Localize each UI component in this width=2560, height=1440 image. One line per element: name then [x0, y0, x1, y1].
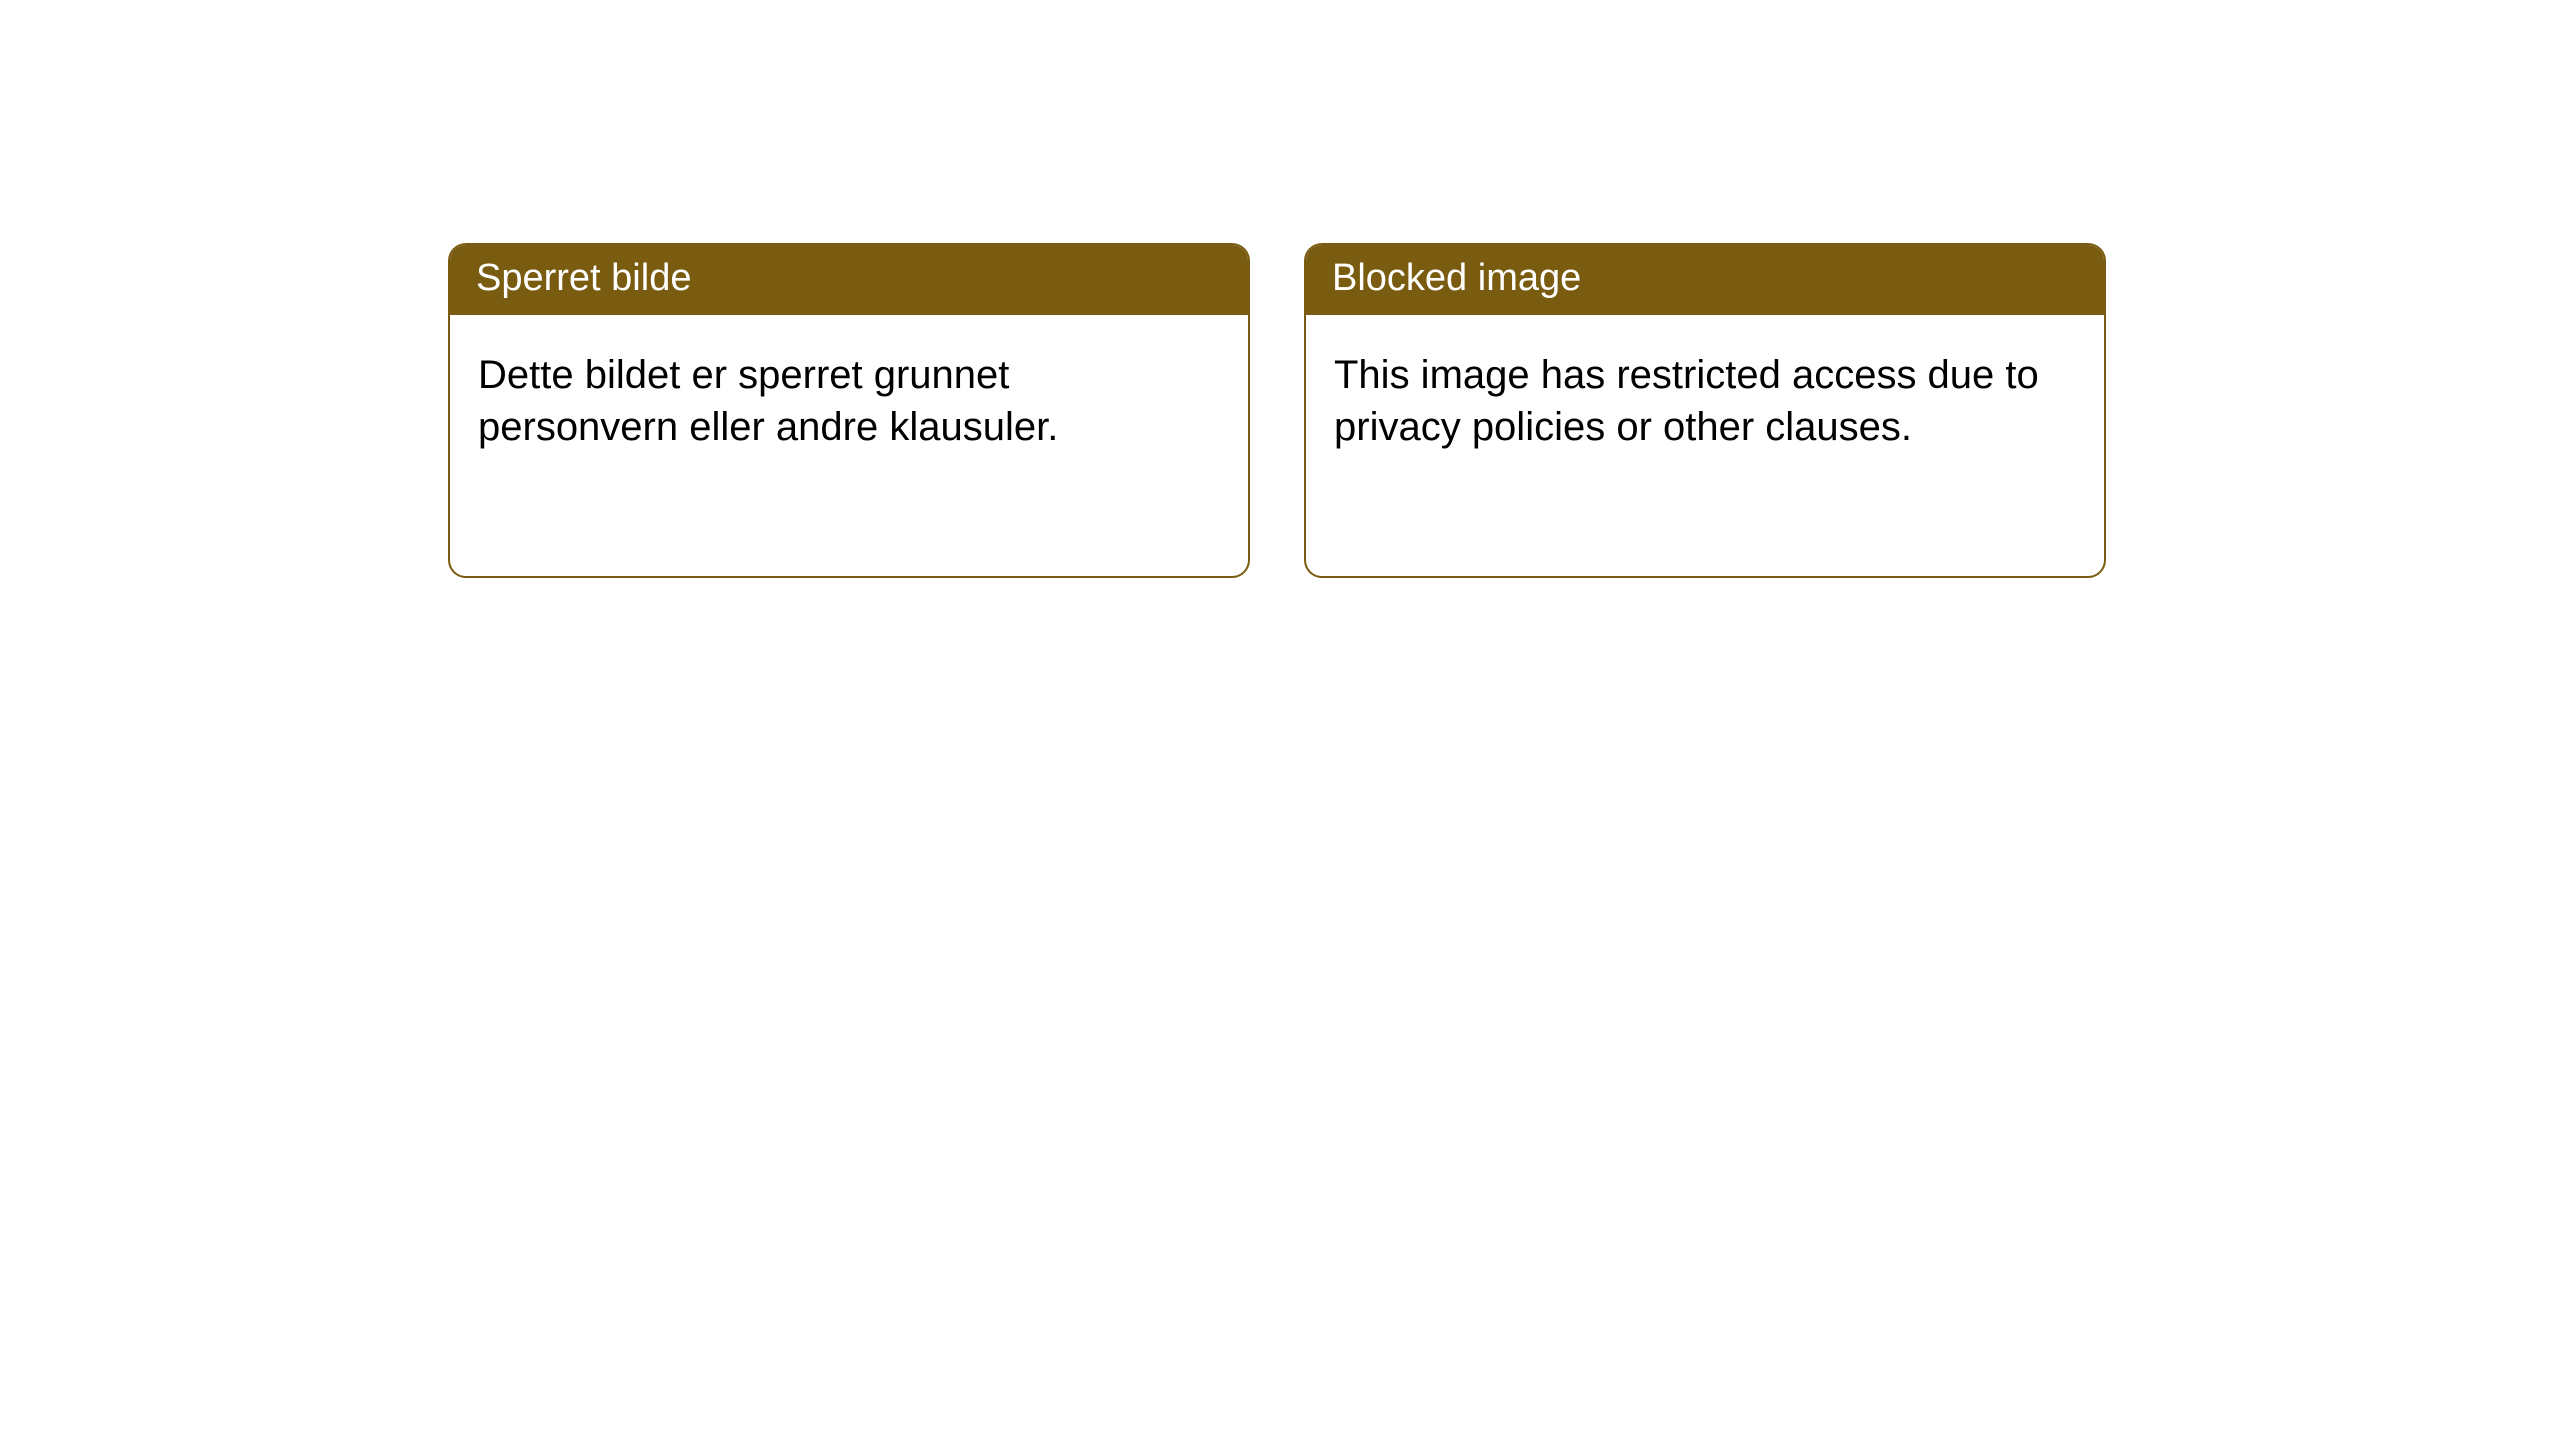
card-body-text: This image has restricted access due to …	[1334, 353, 2039, 449]
notice-card-english: Blocked image This image has restricted …	[1304, 243, 2106, 578]
card-title: Sperret bilde	[476, 257, 691, 299]
notice-card-norwegian: Sperret bilde Dette bildet er sperret gr…	[448, 243, 1250, 578]
card-body-text: Dette bildet er sperret grunnet personve…	[478, 353, 1058, 449]
notice-cards-container: Sperret bilde Dette bildet er sperret gr…	[0, 0, 2560, 578]
card-title: Blocked image	[1332, 257, 1581, 299]
card-header: Sperret bilde	[450, 245, 1248, 315]
card-header: Blocked image	[1306, 245, 2104, 315]
card-body: Dette bildet er sperret grunnet personve…	[450, 315, 1248, 487]
card-body: This image has restricted access due to …	[1306, 315, 2104, 487]
